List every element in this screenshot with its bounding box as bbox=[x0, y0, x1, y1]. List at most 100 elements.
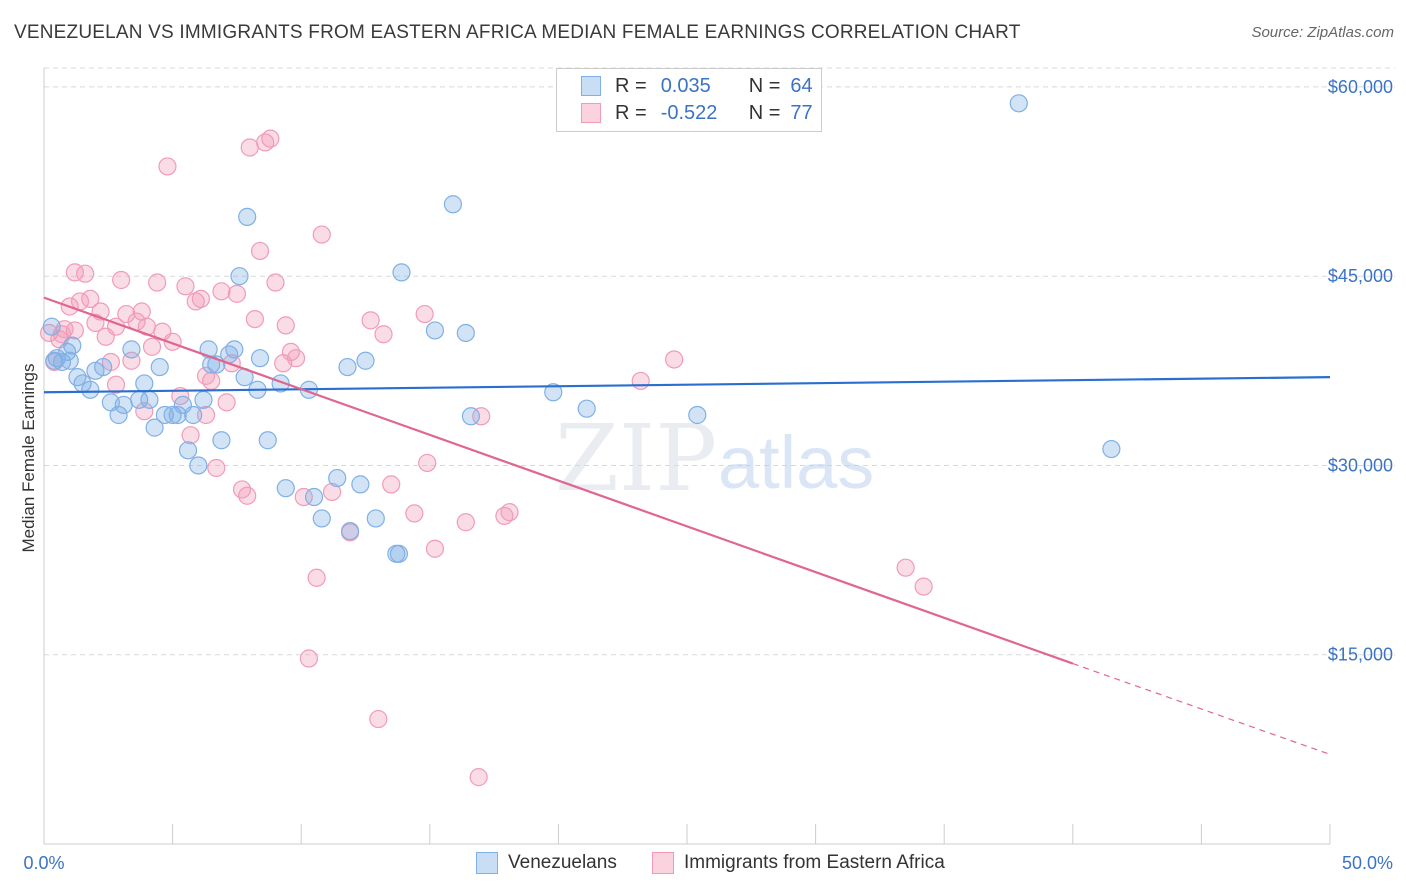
data-point-venezuelans bbox=[230, 267, 249, 286]
bottom-legend-swatch-pink bbox=[652, 852, 674, 874]
data-point-eastern-africa bbox=[245, 309, 265, 329]
legend-r-value: -0.522 bbox=[660, 101, 718, 124]
data-point-venezuelans bbox=[135, 374, 154, 393]
watermark: ZIP atlas bbox=[555, 405, 874, 512]
data-point-venezuelans bbox=[150, 357, 169, 377]
data-point-eastern-africa bbox=[374, 325, 393, 344]
bottom-legend-label: Venezuelans bbox=[508, 852, 617, 873]
y-tick-label: $30,000 bbox=[1328, 455, 1393, 475]
bottom-legend-eastern-africa: Immigrants from Eastern Africa bbox=[652, 852, 945, 874]
data-point-eastern-africa bbox=[418, 453, 437, 473]
series-eastern-africa-points bbox=[40, 129, 933, 787]
data-point-eastern-africa bbox=[196, 366, 216, 385]
data-point-venezuelans bbox=[461, 407, 481, 426]
data-point-eastern-africa bbox=[266, 273, 285, 292]
data-point-venezuelans bbox=[328, 468, 347, 488]
y-axis-label: Median Female Earnings bbox=[19, 364, 38, 553]
legend-n-label: N = bbox=[748, 101, 781, 124]
legend-r-value: 0.035 bbox=[660, 74, 711, 97]
legend-swatch-blue bbox=[581, 76, 601, 96]
data-point-eastern-africa bbox=[135, 402, 154, 421]
y-tick-label: $60,000 bbox=[1328, 77, 1393, 97]
data-point-eastern-africa bbox=[86, 313, 105, 332]
data-point-venezuelans bbox=[109, 405, 128, 425]
legend-n-value: 64 bbox=[790, 74, 813, 97]
data-point-venezuelans bbox=[304, 487, 324, 507]
data-point-venezuelans bbox=[443, 195, 463, 214]
data-point-venezuelans bbox=[122, 340, 141, 359]
data-point-eastern-africa bbox=[294, 487, 313, 507]
data-point-eastern-africa bbox=[425, 539, 445, 558]
data-point-venezuelans bbox=[178, 441, 198, 460]
source-label: Source: ZipAtlas.com bbox=[1251, 24, 1394, 41]
legend-swatch-pink bbox=[581, 103, 601, 123]
data-point-eastern-africa bbox=[896, 558, 915, 577]
data-point-venezuelans bbox=[688, 405, 707, 425]
correlation-legend: R = 0.035 N = 64 R = -0.522 N = 77 bbox=[556, 68, 822, 132]
data-point-eastern-africa bbox=[307, 568, 326, 587]
legend-n-value: 77 bbox=[790, 101, 813, 124]
data-point-venezuelans bbox=[312, 509, 331, 528]
data-point-venezuelans bbox=[81, 380, 100, 399]
data-point-venezuelans bbox=[145, 418, 164, 437]
data-point-venezuelans bbox=[340, 521, 360, 541]
data-point-eastern-africa bbox=[415, 304, 434, 324]
data-point-venezuelans bbox=[94, 357, 113, 377]
legend-n-label: N = bbox=[748, 74, 781, 97]
data-point-eastern-africa bbox=[148, 273, 167, 292]
data-point-venezuelans bbox=[189, 456, 208, 475]
data-point-eastern-africa bbox=[250, 241, 270, 261]
data-point-venezuelans bbox=[356, 351, 375, 370]
y-tick-label: $15,000 bbox=[1328, 645, 1393, 665]
data-point-venezuelans bbox=[184, 405, 203, 425]
data-point-venezuelans bbox=[225, 340, 244, 359]
data-point-eastern-africa bbox=[369, 709, 388, 729]
data-point-eastern-africa bbox=[52, 325, 72, 344]
data-point-venezuelans bbox=[258, 431, 277, 450]
data-point-eastern-africa bbox=[176, 277, 195, 296]
data-point-eastern-africa bbox=[472, 407, 491, 426]
legend-r-label: R = bbox=[615, 101, 647, 124]
data-point-eastern-africa bbox=[181, 426, 200, 445]
data-point-venezuelans bbox=[389, 544, 409, 563]
data-point-venezuelans bbox=[425, 321, 445, 340]
data-point-venezuelans bbox=[577, 399, 596, 418]
trend-line-eastern-africa bbox=[43, 296, 1074, 665]
legend-row-venezuelans: R = 0.035 N = 64 bbox=[581, 74, 813, 98]
trend-lines bbox=[43, 296, 1331, 755]
data-point-venezuelans bbox=[238, 207, 257, 226]
data-point-eastern-africa bbox=[227, 284, 246, 303]
data-point-eastern-africa bbox=[405, 504, 424, 523]
data-point-venezuelans bbox=[544, 383, 563, 402]
data-point-eastern-africa bbox=[238, 486, 257, 505]
data-point-eastern-africa bbox=[312, 225, 331, 244]
data-point-eastern-africa bbox=[158, 157, 177, 176]
data-point-eastern-africa bbox=[500, 503, 519, 522]
data-point-eastern-africa bbox=[361, 311, 380, 330]
x-tick-label-end: 50.0% bbox=[1342, 853, 1393, 873]
y-tick-label: $45,000 bbox=[1328, 266, 1393, 286]
data-point-venezuelans bbox=[212, 431, 231, 450]
data-point-eastern-africa bbox=[469, 768, 488, 787]
watermark-zip: ZIP bbox=[555, 405, 717, 512]
data-point-eastern-africa bbox=[631, 371, 650, 391]
data-point-eastern-africa bbox=[186, 292, 205, 311]
data-point-eastern-africa bbox=[456, 513, 475, 532]
data-point-venezuelans bbox=[1009, 94, 1028, 113]
data-point-eastern-africa bbox=[274, 354, 293, 373]
trend-line-eastern-africa-extension bbox=[1072, 662, 1331, 755]
data-point-eastern-africa bbox=[76, 264, 95, 283]
data-point-venezuelans bbox=[155, 405, 174, 425]
data-point-eastern-africa bbox=[106, 375, 126, 394]
data-point-venezuelans bbox=[52, 352, 72, 372]
data-point-eastern-africa bbox=[240, 138, 259, 157]
x-tick-label-start: 0.0% bbox=[23, 853, 64, 873]
data-point-eastern-africa bbox=[217, 393, 236, 412]
data-point-eastern-africa bbox=[261, 129, 280, 148]
data-point-eastern-africa bbox=[322, 482, 342, 502]
y-tick-labels: $15,000 $30,000 $45,000 $60,000 bbox=[1328, 77, 1393, 665]
legend-row-eastern-africa: R = -0.522 N = 77 bbox=[581, 101, 813, 125]
x-tick-labels: 0.0% 50.0% bbox=[23, 853, 1393, 873]
data-point-venezuelans bbox=[338, 357, 357, 377]
